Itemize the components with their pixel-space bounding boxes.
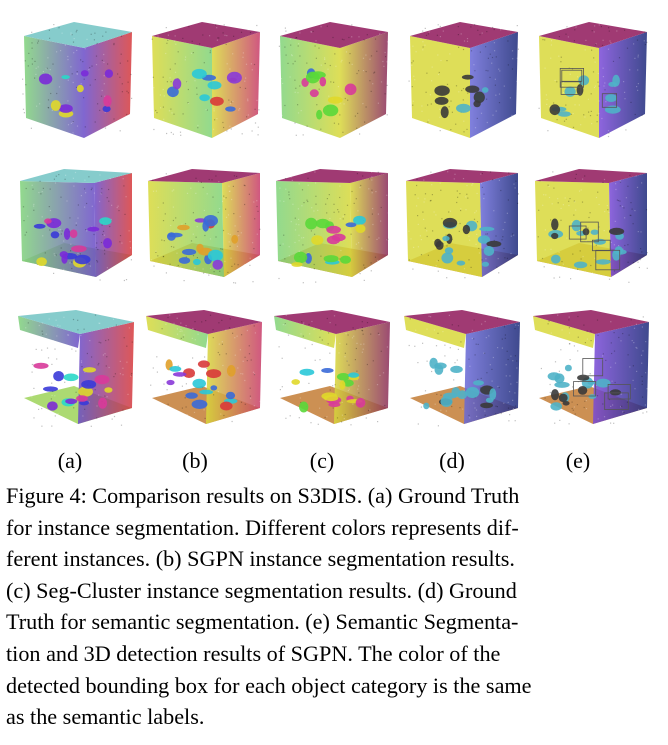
point-cloud-image xyxy=(535,169,648,285)
point-cloud-image xyxy=(22,22,133,138)
point-cloud-image xyxy=(274,310,390,426)
point-cloud-image xyxy=(404,310,520,427)
point-cloud-image xyxy=(148,169,261,284)
point-cloud-image xyxy=(278,22,389,138)
panel-b-row-2-image xyxy=(142,165,267,295)
point-cloud-image xyxy=(18,310,134,427)
panel-labels: (a) (b) (c) (d) (e) xyxy=(0,448,668,478)
caption-line: ferent instances. (b) SGPN instance segm… xyxy=(6,546,515,572)
panel-b-row-1-image xyxy=(142,18,267,148)
panel-c-row-1-image xyxy=(270,18,395,148)
panel-b-row-3-image xyxy=(142,308,267,438)
point-cloud-image xyxy=(150,22,261,138)
panel-c-row-3-image xyxy=(270,308,395,438)
panel-d-row-1-image xyxy=(400,18,525,148)
panel-e-row-1-image xyxy=(529,18,654,148)
panel-e-row-2-image xyxy=(529,165,654,295)
panel-a-row-2-image xyxy=(14,165,139,295)
caption-line: as the semantic labels. xyxy=(6,704,205,730)
panel-label-c: (c) xyxy=(309,448,335,473)
panel-label-e: (e) xyxy=(565,448,591,473)
caption-line: Figure 4: Comparison results on S3DIS. (… xyxy=(6,483,520,508)
panel-a-row-3-image xyxy=(14,308,139,438)
point-cloud-image xyxy=(538,22,648,138)
point-cloud-image xyxy=(406,169,519,282)
caption-line: Truth for semantic segmentation. (e) Sem… xyxy=(6,609,519,635)
caption-line: detected bounding box for each object ca… xyxy=(6,672,532,698)
point-cloud-image xyxy=(20,169,132,283)
panel-e-row-3-image xyxy=(529,308,654,438)
panel-label-b: (b) xyxy=(182,448,208,473)
panel-d-row-2-image xyxy=(400,165,525,295)
panel-d-row-3-image xyxy=(400,308,525,438)
point-cloud-image xyxy=(408,22,519,138)
panel-label-a: (a) xyxy=(57,448,83,473)
panel-label-d: (d) xyxy=(439,448,465,473)
point-cloud-image xyxy=(276,169,389,284)
caption-line: for instance segmentation. Different col… xyxy=(6,514,519,540)
caption-line: tion and 3D detection results of SGPN. T… xyxy=(6,640,501,666)
figure-grid xyxy=(14,18,654,443)
panel-c-row-2-image xyxy=(270,165,395,295)
figure-caption: Figure 4: Comparison results on S3DIS. (… xyxy=(6,480,658,733)
panel-a-row-1-image xyxy=(14,18,139,148)
point-cloud-image xyxy=(533,310,649,425)
caption-line: (c) Seg-Cluster instance segmentation re… xyxy=(6,577,517,603)
point-cloud-image xyxy=(146,310,262,427)
